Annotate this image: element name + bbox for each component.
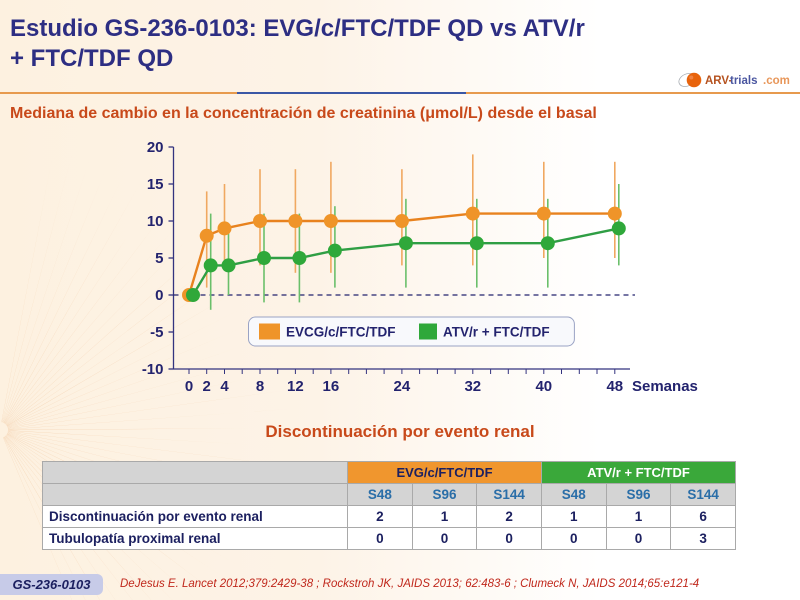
svg-text:5: 5 [155,250,163,267]
svg-text:20: 20 [147,139,164,156]
svg-text:16: 16 [323,378,340,395]
svg-text:15: 15 [147,176,164,193]
svg-text:10: 10 [147,213,164,230]
svg-text:32: 32 [464,378,481,395]
svg-text:40: 40 [535,378,552,395]
svg-text:EVCG/c/FTC/TDF: EVCG/c/FTC/TDF [286,325,396,340]
svg-text:-10: -10 [142,361,164,378]
svg-text:ATV/r + FTC/TDF: ATV/r + FTC/TDF [443,325,550,340]
svg-text:0: 0 [185,378,193,395]
svg-text:12: 12 [287,378,304,395]
svg-text:24: 24 [394,378,411,395]
svg-text:2: 2 [203,378,211,395]
svg-text:Semanas: Semanas [632,378,698,395]
svg-text:48: 48 [606,378,623,395]
svg-text:0: 0 [155,287,163,304]
svg-text:4: 4 [220,378,229,395]
svg-text:-5: -5 [150,324,163,341]
svg-text:8: 8 [256,378,264,395]
